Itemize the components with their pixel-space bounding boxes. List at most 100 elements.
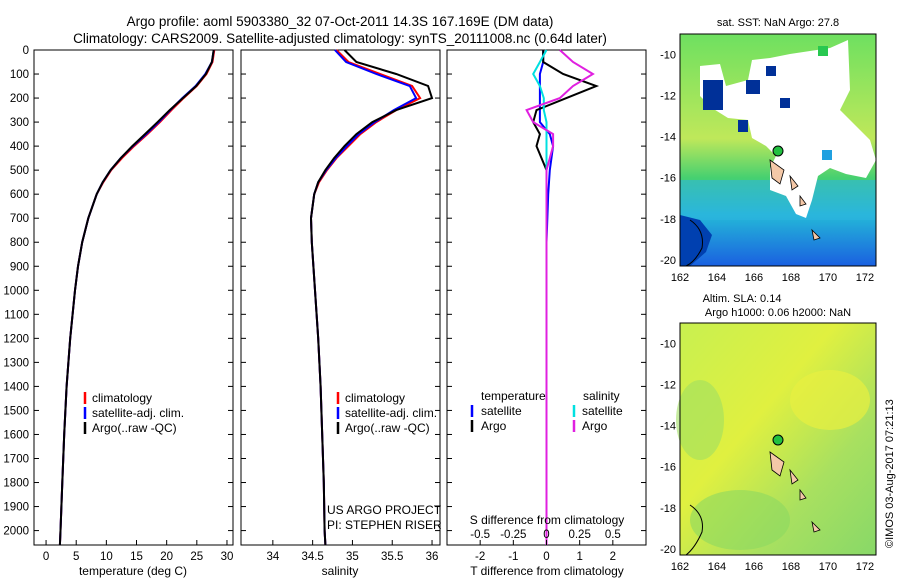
lon-tick-label: 168 — [782, 272, 800, 284]
x-tick-label: 35.5 — [381, 551, 403, 563]
depth-tick-label: 400 — [10, 141, 29, 153]
argo-location-marker — [772, 434, 784, 446]
s-tick-label: -0.5 — [470, 529, 490, 541]
sla-lat-ticks: -10 -12 -14 -16 -18 -20 — [660, 339, 676, 556]
argo-location-marker — [772, 145, 784, 157]
lat-tick-label: -10 — [660, 339, 676, 351]
vanuatu-islands — [769, 451, 821, 533]
depth-tick-label: 2000 — [3, 526, 29, 538]
salinity-xlabel: salinity — [322, 564, 359, 578]
lon-tick-label: 168 — [782, 561, 800, 573]
x-tick-label: 34 — [266, 551, 279, 563]
x-tick-label: 2 — [610, 551, 616, 563]
lon-tick-label: 170 — [819, 272, 837, 284]
depth-tick-label: 1400 — [3, 381, 29, 393]
salinity-axes — [240, 49, 441, 546]
s-tick-label: -0.25 — [500, 529, 526, 541]
depth-tick-label: 1300 — [3, 357, 29, 369]
depth-tick-label: 300 — [10, 117, 29, 129]
lon-tick-label: 164 — [708, 272, 726, 284]
depth-axis: 0 100 200 300 400 500 600 700 800 900 1000 1100 1200… — [3, 45, 646, 538]
legend-salinity-heading: salinity — [583, 389, 620, 403]
difference-curves — [525, 49, 600, 545]
lon-tick-label: 164 — [708, 561, 726, 573]
sst-cold-patch — [703, 80, 723, 110]
x-tick-label: 1 — [576, 551, 582, 563]
depth-tick-label: 1900 — [3, 502, 29, 514]
sla-map-title2: Argo h1000: 0.06 h2000: NaN — [705, 307, 851, 319]
sst-map — [679, 33, 877, 267]
sst-cold-patch — [780, 98, 790, 108]
credits-pi: PI: STEPHEN RISER — [327, 518, 442, 532]
sst-map-frame — [679, 33, 877, 267]
legend-temperature-heading: temperature — [481, 389, 546, 403]
sla-map-title1: Altim. SLA: 0.14 — [703, 293, 782, 305]
depth-tick-label: 1200 — [3, 333, 29, 345]
sla-low — [690, 490, 790, 550]
lon-tick-label: 162 — [671, 272, 689, 284]
sst-warm-patch — [818, 46, 828, 56]
sst-map-title: sat. SST: NaN Argo: 27.8 — [717, 17, 839, 29]
lat-tick-label: -12 — [660, 380, 676, 392]
legend-satellite: satellite-adj. clim. — [345, 406, 437, 420]
lat-tick-label: -20 — [660, 255, 676, 267]
x-tick-label: 34.5 — [301, 551, 323, 563]
lon-tick-label: 166 — [745, 561, 763, 573]
legend-satellite: satellite-adj. clim. — [92, 406, 184, 420]
difference-xlabel: T difference from climatology — [470, 564, 624, 578]
sla-lon-ticks: 162 164 166 168 170 172 — [671, 561, 874, 573]
depth-tick-label: 1000 — [3, 285, 29, 297]
depth-tick-label: 800 — [10, 237, 29, 249]
sla-map-frame — [679, 322, 877, 556]
x-tick-label: 0 — [43, 551, 49, 563]
x-tick-label: 15 — [130, 551, 143, 563]
vanuatu-islands — [769, 159, 821, 241]
depth-tick-label: 1500 — [3, 405, 29, 417]
x-tick-label: 36 — [426, 551, 439, 563]
s-tick-label: 0.25 — [568, 529, 590, 541]
x-tick-label: 30 — [221, 551, 234, 563]
lat-tick-label: -18 — [660, 503, 676, 515]
depth-tick-label: 1600 — [3, 429, 29, 441]
coastline — [685, 219, 703, 267]
x-tick-label: 10 — [100, 551, 113, 563]
legend-s-satellite: satellite — [582, 404, 623, 418]
lat-tick-label: -16 — [660, 462, 676, 474]
depth-tick-label: 100 — [10, 69, 29, 81]
figure-title-line1: Argo profile: aoml 5903380_32 07-Oct-201… — [127, 14, 554, 29]
series-line-argo — [309, 49, 434, 546]
difference-s-ticks: -0.5 -0.25 0 0.25 0.5 — [470, 529, 621, 541]
temperature-curves — [58, 49, 216, 546]
s-tick-label: 0.5 — [605, 529, 621, 541]
lat-tick-label: -18 — [660, 214, 676, 226]
depth-tick-label: 900 — [10, 261, 29, 273]
legend-s-argo: Argo — [582, 419, 608, 433]
difference-top-label: S difference from climatology — [470, 513, 625, 527]
sst-lon-ticks: 162 164 166 168 170 172 — [671, 272, 874, 284]
legend-climatology: climatology — [345, 391, 405, 405]
sst-cold-patch — [738, 120, 748, 132]
sst-lat-ticks: -10 -12 -14 -16 -18 -20 — [660, 50, 676, 267]
lat-tick-label: -20 — [660, 544, 676, 556]
x-tick-label: 35 — [346, 551, 359, 563]
depth-tick-label: 0 — [23, 45, 29, 57]
depth-tick-label: 1700 — [3, 453, 29, 465]
temperature-x-ticks: 0 5 10 15 20 25 30 — [43, 540, 234, 563]
depth-tick-label: 1100 — [4, 309, 29, 321]
salinity-legend: climatology satellite-adj. clim. Argo(..… — [336, 391, 437, 435]
depth-tick-label: 200 — [10, 93, 29, 105]
lat-tick-label: -16 — [660, 173, 676, 185]
s-tick-label: 0 — [543, 529, 549, 541]
legend-argo: Argo(..raw -QC) — [345, 421, 430, 435]
sst-cool-patch — [822, 150, 832, 160]
figure-title-line2: Climatology: CARS2009. Satellite-adjuste… — [73, 31, 607, 46]
lon-tick-label: 172 — [856, 272, 874, 284]
sla-low — [676, 380, 724, 460]
coastline — [685, 504, 703, 556]
lon-tick-label: 170 — [819, 561, 837, 573]
lon-tick-label: 172 — [856, 561, 874, 573]
sst-missing-data — [700, 40, 876, 218]
sst-cold-patch — [766, 66, 776, 76]
sla-map — [676, 322, 877, 556]
